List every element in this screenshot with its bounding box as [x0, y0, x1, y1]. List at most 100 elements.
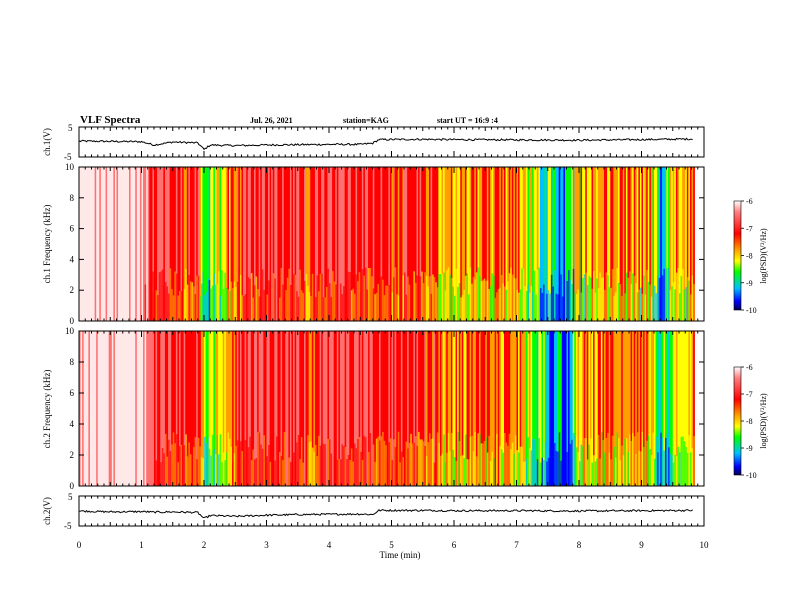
spectrogram-lowfreq-band	[435, 446, 438, 486]
spectrogram-lowfreq-band	[291, 276, 294, 321]
spectrogram-lowfreq-band	[635, 453, 638, 486]
spectrogram-column	[197, 167, 200, 321]
spectrogram-column	[522, 331, 525, 486]
spectrogram-column	[513, 167, 516, 321]
spectrogram-lowfreq-band	[207, 277, 209, 321]
frequency-ticklabel: 10	[65, 162, 75, 172]
spectrogram-lowfreq-band	[202, 271, 205, 321]
spectrogram-lowfreq-band	[339, 459, 342, 486]
spectrogram-column	[483, 331, 486, 486]
spectrogram-column	[188, 167, 191, 321]
spectrogram-column	[636, 331, 639, 486]
spectrogram-column	[349, 331, 352, 486]
spectrogram-column	[152, 331, 155, 486]
spectrogram-column	[433, 331, 436, 486]
spectrogram-column	[397, 167, 400, 321]
spectrogram-column	[186, 167, 189, 321]
spectrogram-column	[96, 331, 99, 486]
spectrogram-lowfreq-band	[347, 271, 350, 321]
spectrogram-lowfreq-band	[668, 447, 670, 486]
spectrogram-lowfreq-band	[549, 293, 552, 321]
spectrogram-column	[211, 167, 214, 321]
spectrogram-lowfreq-band	[288, 268, 291, 321]
spectrogram-lowfreq-band	[169, 451, 172, 486]
spectrogram-lowfreq-band	[171, 289, 174, 321]
spectrogram-lowfreq-band	[536, 269, 539, 321]
spectrogram-column	[354, 167, 356, 321]
spectrogram-lowfreq-band	[624, 293, 627, 321]
spectrogram-column	[279, 331, 281, 486]
spectrogram-column	[575, 331, 578, 486]
spectrogram-column	[557, 167, 559, 321]
ch2-colorbar-ticks: -6-7-8-9-10	[741, 363, 757, 480]
spectrogram-lowfreq-band	[393, 277, 395, 321]
spectrogram-lowfreq-band	[677, 446, 680, 486]
spectrogram-column	[671, 331, 674, 486]
spectrogram-column	[508, 167, 511, 321]
spectrogram-column	[443, 167, 445, 321]
spectrogram-lowfreq-band	[685, 447, 688, 486]
spectrogram-column	[652, 331, 655, 486]
spectrogram-lowfreq-band	[219, 434, 222, 486]
spectrogram-column	[286, 167, 289, 321]
spectrogram-lowfreq-band	[683, 289, 686, 321]
spectrogram-column	[316, 167, 319, 321]
spectrogram-column	[464, 331, 467, 486]
spectrogram-column	[168, 167, 170, 321]
spectrogram-lowfreq-band	[493, 458, 495, 486]
spectrogram-column	[486, 331, 489, 486]
spectrogram-column	[211, 331, 214, 486]
spectrogram-column	[521, 167, 524, 321]
spectrogram-lowfreq-band	[266, 456, 269, 486]
spectrogram-column	[468, 331, 470, 486]
spectrogram-column	[364, 167, 367, 321]
spectrogram-column	[546, 331, 549, 486]
spectrogram-column	[205, 331, 208, 486]
spectrogram-lowfreq-band	[205, 291, 208, 321]
spectrogram-column	[624, 331, 627, 486]
spectrogram-lowfreq-band	[160, 462, 163, 486]
spectrogram-lowfreq-band	[289, 461, 292, 486]
spectrogram-column	[82, 331, 84, 486]
spectrogram-column	[508, 331, 511, 486]
spectrogram-lowfreq-band	[596, 278, 599, 321]
spectrogram-column	[458, 331, 461, 486]
spectrogram-lowfreq-band	[313, 451, 316, 486]
spectrogram-column	[350, 331, 353, 486]
spectrogram-lowfreq-band	[679, 452, 681, 486]
spectrogram-column	[224, 331, 227, 486]
spectrogram-lowfreq-band	[171, 444, 174, 486]
spectrogram-lowfreq-band	[472, 451, 475, 486]
spectrogram-column	[204, 331, 206, 486]
spectrogram-column	[218, 331, 220, 486]
time-axis-ticklabels: 0 1 2 3 4 5 6 7 8 9 10	[77, 540, 709, 550]
spectrogram-lowfreq-band	[663, 268, 666, 321]
spectrogram-column	[449, 167, 452, 321]
spectrogram-column	[283, 167, 286, 321]
spectrogram-column	[564, 331, 567, 486]
ch1-ytick-bottom: -5	[64, 152, 72, 162]
spectrogram-lowfreq-band	[525, 291, 528, 321]
spectrogram-column	[463, 167, 466, 321]
spectrogram-lowfreq-band	[408, 284, 411, 321]
spectrogram-column	[277, 167, 280, 321]
spectrogram-column	[422, 331, 425, 486]
spectrogram-column	[450, 167, 453, 321]
spectrogram-column	[683, 167, 686, 321]
spectrogram-column	[349, 167, 352, 321]
spectrogram-lowfreq-band	[627, 277, 630, 321]
spectrogram-lowfreq-band	[204, 295, 206, 321]
spectrogram-lowfreq-band	[310, 296, 313, 321]
spectrogram-lowfreq-band	[247, 447, 250, 486]
spectrogram-lowfreq-band	[608, 287, 611, 321]
spectrogram-column	[693, 167, 695, 321]
spectrogram-lowfreq-band	[679, 293, 681, 321]
spectrogram-lowfreq-band	[593, 271, 595, 321]
spectrogram-lowfreq-band	[632, 273, 634, 321]
spectrogram-lowfreq-band	[489, 286, 492, 321]
spectrogram-lowfreq-band	[583, 438, 586, 486]
spectrogram-column	[339, 167, 342, 321]
spectrogram-column	[107, 331, 109, 486]
spectrogram-lowfreq-band	[629, 434, 631, 486]
spectrogram-column	[405, 331, 408, 486]
